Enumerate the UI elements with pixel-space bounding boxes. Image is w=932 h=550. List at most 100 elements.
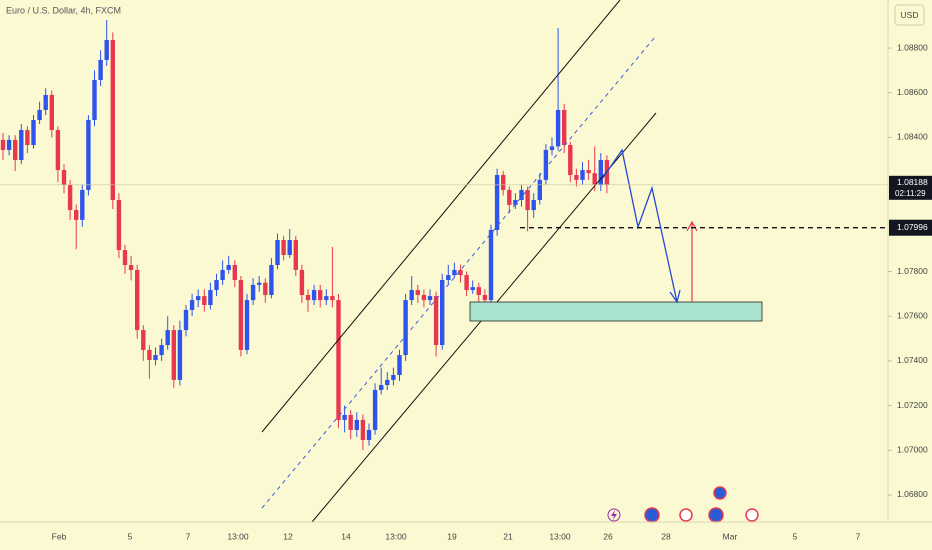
- candle-body: [305, 294, 311, 301]
- candle-body: [440, 280, 445, 346]
- candle-body: [110, 40, 115, 200]
- candle-body: [263, 282, 268, 295]
- x-tick-label: 13:00: [385, 531, 407, 541]
- currency-label: USD: [901, 10, 919, 20]
- event-icon: [644, 507, 660, 523]
- candle-body: [598, 160, 603, 186]
- x-tick-label: 7: [186, 531, 191, 541]
- candle-body: [6, 139, 12, 150]
- level-label: 1.07996: [897, 222, 928, 232]
- x-tick-label: 7: [856, 531, 861, 541]
- y-tick-label: 1.08400: [897, 132, 928, 142]
- candle-body: [488, 229, 494, 301]
- candle-body: [86, 120, 91, 190]
- projection-arrowhead: [669, 289, 681, 304]
- candles: [0, 19, 610, 451]
- candle-body: [177, 330, 183, 380]
- candle-body: [513, 200, 518, 205]
- x-tick-label: 13:00: [227, 531, 249, 541]
- candle-body: [37, 109, 42, 120]
- candle-body: [330, 296, 335, 301]
- candle-body: [324, 296, 329, 301]
- candle-body: [415, 290, 420, 295]
- event-icon: [708, 507, 724, 523]
- candle-body: [74, 210, 79, 220]
- candle-body: [562, 109, 567, 146]
- candle-body: [537, 179, 542, 200]
- candle-body: [49, 94, 54, 131]
- candle-body: [275, 240, 280, 266]
- candle-body: [61, 170, 67, 186]
- candle-body: [153, 355, 158, 360]
- candle-body: [238, 280, 244, 350]
- candle-body: [189, 300, 195, 310]
- x-tick-label: Mar: [723, 531, 738, 541]
- chart-title: Euro / U.S. Dollar, 4h, FXCM: [6, 5, 121, 15]
- candle-body: [220, 269, 225, 280]
- currency-button[interactable]: [894, 4, 925, 26]
- x-tick-label: Feb: [52, 531, 67, 541]
- candle-body: [464, 275, 469, 291]
- candle-body: [470, 287, 475, 291]
- candle-body: [196, 296, 201, 301]
- x-tick-label: 21: [503, 531, 513, 541]
- candle-body: [80, 189, 85, 220]
- event-icon: [611, 510, 617, 520]
- candle-body: [13, 139, 18, 160]
- projection-path: [599, 148, 678, 303]
- candle-body: [446, 275, 451, 280]
- events: [607, 486, 759, 523]
- channel-mid: [261, 36, 656, 509]
- candle-body: [501, 174, 506, 190]
- candle-body: [531, 200, 536, 211]
- candle-body: [494, 174, 500, 230]
- candle-body: [525, 189, 530, 211]
- candle-body: [372, 389, 378, 430]
- candle-body: [226, 265, 231, 270]
- last-price-label: 1.08188: [897, 177, 928, 187]
- candle-body: [0, 139, 6, 150]
- candle-body: [67, 185, 73, 211]
- candle-body: [128, 265, 134, 270]
- candle-body: [458, 269, 463, 276]
- event-icon: [679, 508, 693, 522]
- y-tick-label: 1.07000: [897, 445, 928, 455]
- candle-body: [19, 130, 24, 160]
- candle-body: [214, 280, 219, 291]
- candle-body: [555, 109, 561, 147]
- candle-body: [104, 40, 109, 60]
- candle-body: [98, 59, 103, 80]
- candle-body: [397, 355, 402, 375]
- candle-body: [269, 265, 274, 295]
- candle-body: [421, 294, 427, 301]
- candle-body: [257, 282, 262, 285]
- x-tick-label: 5: [793, 531, 798, 541]
- candle-body: [299, 269, 305, 295]
- candle-body: [403, 300, 408, 356]
- candle-body: [543, 149, 549, 180]
- countdown-label: 02:11:29: [895, 189, 926, 198]
- candle-body: [318, 290, 323, 301]
- y-tick-label: 1.08800: [897, 42, 928, 52]
- candle-body: [244, 300, 250, 350]
- y-tick-label: 1.07400: [897, 355, 928, 365]
- candle-body: [519, 189, 524, 200]
- candle-body: [336, 300, 341, 420]
- x-tick-label: 28: [661, 531, 671, 541]
- candle-body: [592, 173, 597, 186]
- candle-body: [311, 290, 317, 301]
- candle-body: [360, 419, 366, 440]
- candle-body: [348, 414, 353, 430]
- candle-body: [31, 120, 36, 146]
- candle-body: [433, 296, 439, 346]
- candle-body: [574, 174, 579, 180]
- y-tick-label: 1.07800: [897, 266, 928, 276]
- candle-body: [281, 240, 286, 255]
- candle-body: [250, 284, 256, 301]
- candle-body: [165, 330, 170, 346]
- candle-body: [147, 349, 152, 360]
- candle-body: [391, 374, 396, 380]
